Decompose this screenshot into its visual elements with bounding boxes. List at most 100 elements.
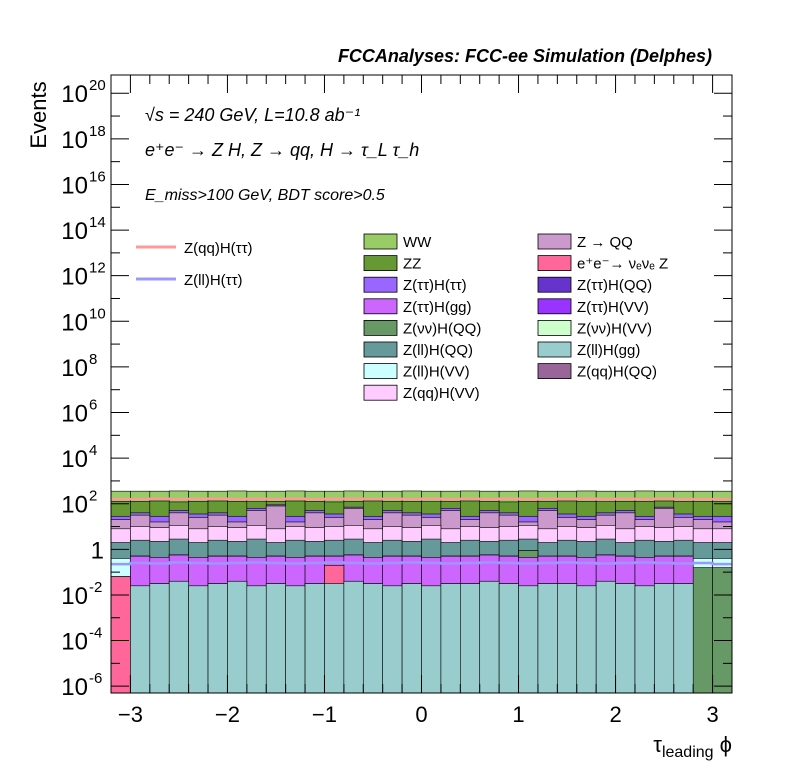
bar-z-ll-h-gg <box>265 583 286 694</box>
legend-label-z-h-vv: Z(ττ)H(VV) <box>577 299 649 316</box>
x-tick-label: −3 <box>118 702 143 727</box>
y-tick-exponent: -4 <box>89 625 102 642</box>
legend-label-z-h-vv: Z(νν)H(VV) <box>577 320 652 337</box>
legend-label-z-ll-h-gg: Z(ll)H(gg) <box>577 342 640 359</box>
bar-e-e-z <box>110 576 131 694</box>
legend-swatch-z-h-vv <box>537 298 572 315</box>
x-tick-label: 3 <box>706 702 718 727</box>
bar-z-ll-h-gg <box>440 583 461 694</box>
bar-z-ll-h-gg <box>634 585 655 694</box>
legend-label-z-qq-h-qq: Z(qq)H(QQ) <box>577 364 657 381</box>
bar-z-ll-h-gg <box>130 585 151 694</box>
bar-z-ll-h-gg <box>285 585 306 694</box>
legend-label-z-h: Z(ττ)H(ττ) <box>403 277 467 294</box>
legend-swatch-z-qq-h-vv <box>363 384 398 401</box>
y-tick-label: 10 <box>61 172 88 199</box>
legend-label-z-qq-h-vv: Z(qq)H(VV) <box>403 385 480 402</box>
y-tick-exponent: 20 <box>89 77 106 94</box>
bar-z-h-qq <box>692 567 713 694</box>
signal-lines <box>111 497 732 566</box>
bar-z-ll-h-gg <box>595 580 616 694</box>
x-tick-label: 0 <box>415 702 427 727</box>
legend-swatch-z-ll-h-gg <box>537 341 572 358</box>
y-tick-label: 10 <box>61 355 88 382</box>
chart-title: FCCAnalyses: FCC-ee Simulation (Delphes) <box>338 46 712 66</box>
bar-z-ll-h-gg <box>149 583 170 694</box>
y-tick-label: 1 <box>91 537 104 564</box>
legend: Z(qq)H(ττ) Z(ll)H(ττ) WW Z → QQ ZZ e⁺e⁻→ νₑνₑ… <box>136 233 668 402</box>
bar-z-ll-h-gg <box>654 583 675 694</box>
legend-swatch-z-h-vv <box>537 319 572 336</box>
x-tick-label: 2 <box>609 702 621 727</box>
legend-swatch-z-ll-h-vv <box>363 363 398 380</box>
legend-swatch-ww <box>363 233 398 250</box>
y-tick-label: 10 <box>61 309 88 336</box>
bar-z-ll-h-gg <box>460 583 481 694</box>
y-tick-exponent: 6 <box>89 397 97 414</box>
legend-swatch-z-qq-h-qq <box>537 363 572 380</box>
legend-swatch-zz <box>363 255 398 272</box>
legend-label-z-ll-h-vv: Z(ll)H(VV) <box>403 364 470 381</box>
legend-swatch-z-h-qq <box>537 276 572 293</box>
bar-z-ll-h-gg <box>382 585 403 694</box>
legend-label-e-e-z: e⁺e⁻→ νₑνₑ Z <box>577 256 668 273</box>
bar-z-ll-h-gg <box>246 585 267 694</box>
y-axis-label: Events <box>26 81 51 148</box>
bar-z-ll-h-gg <box>421 585 442 694</box>
annotation-2: e⁺e⁻ → Z H, Z → qq, H → τ_L τ_h <box>145 140 419 160</box>
legend-label-zz: ZZ <box>403 256 421 273</box>
legend-label-z-ll-h-qq: Z(ll)H(QQ) <box>403 342 473 359</box>
y-tick-exponent: 10 <box>89 305 106 322</box>
legend-label-ww: WW <box>403 234 432 251</box>
bar-z-ll-h-gg <box>188 585 209 694</box>
bar-z-ll-h-gg <box>304 583 325 694</box>
legend-label-z-h-qq: Z(νν)H(QQ) <box>403 320 481 337</box>
bar-z-ll-h-gg <box>343 580 364 694</box>
bar-z-ll-h-gg <box>615 583 636 694</box>
bar-z-ll-h-gg <box>168 580 189 694</box>
stacked-histograms <box>110 490 733 694</box>
bar-z-ll-h-gg <box>324 583 345 694</box>
bar-z-h-qq <box>712 567 733 694</box>
y-tick-label: 10 <box>61 127 88 154</box>
y-tick-label: 10 <box>61 446 88 473</box>
y-tick-exponent: 12 <box>89 260 106 277</box>
y-tick-label: 10 <box>61 218 88 245</box>
y-tick-exponent: -2 <box>89 579 102 596</box>
y-tick-exponent: 2 <box>89 488 97 505</box>
y-tick-exponent: 18 <box>89 123 106 140</box>
bar-z-ll-h-gg <box>227 580 248 694</box>
y-tick-label: 10 <box>61 629 88 656</box>
legend-label-z-h-gg: Z(ττ)H(gg) <box>403 299 472 316</box>
legend-label-z-qq-h: Z(qq)H(ττ) <box>184 240 253 257</box>
legend-swatch-z-h-gg <box>363 298 398 315</box>
bar-z-ll-h-gg <box>557 583 578 694</box>
x-axis-label: τleading ϕ <box>653 732 732 761</box>
legend-swatch-z-qq <box>537 233 572 250</box>
annotation-1: √s = 240 GeV, L=10.8 ab⁻¹ <box>145 105 360 125</box>
bar-z-ll-h-gg <box>498 583 519 694</box>
y-tick-label: 10 <box>61 401 88 428</box>
legend-swatch-e-e-z <box>537 255 572 272</box>
bar-z-ll-h-gg <box>518 585 539 694</box>
x-tick-label: −1 <box>312 702 337 727</box>
annotation-3: E_miss>100 GeV, BDT score>0.5 <box>145 187 385 204</box>
legend-swatch-z-h <box>363 276 398 293</box>
annotations: √s = 240 GeV, L=10.8 ab⁻¹ e⁺e⁻ → Z H, Z →… <box>145 105 419 204</box>
x-tick-label: 1 <box>512 702 524 727</box>
line-z-ll-h <box>111 561 732 566</box>
bar-z-ll-h-gg <box>362 583 383 694</box>
bar-z-ll-h-gg <box>537 583 558 694</box>
bar-z-ll-h-gg <box>479 580 500 694</box>
bar-z-ll-h-gg <box>207 583 228 694</box>
y-tick-label: 10 <box>61 81 88 108</box>
y-tick-exponent: 14 <box>89 214 106 231</box>
stack-z-ll-h-gg <box>130 580 694 694</box>
x-tick-label: −2 <box>215 702 240 727</box>
y-tick-label: 10 <box>61 583 88 610</box>
bar-z-ll-h-gg <box>401 583 422 694</box>
y-tick-label: 10 <box>61 264 88 291</box>
legend-label-z-ll-h: Z(ll)H(ττ) <box>184 272 243 289</box>
